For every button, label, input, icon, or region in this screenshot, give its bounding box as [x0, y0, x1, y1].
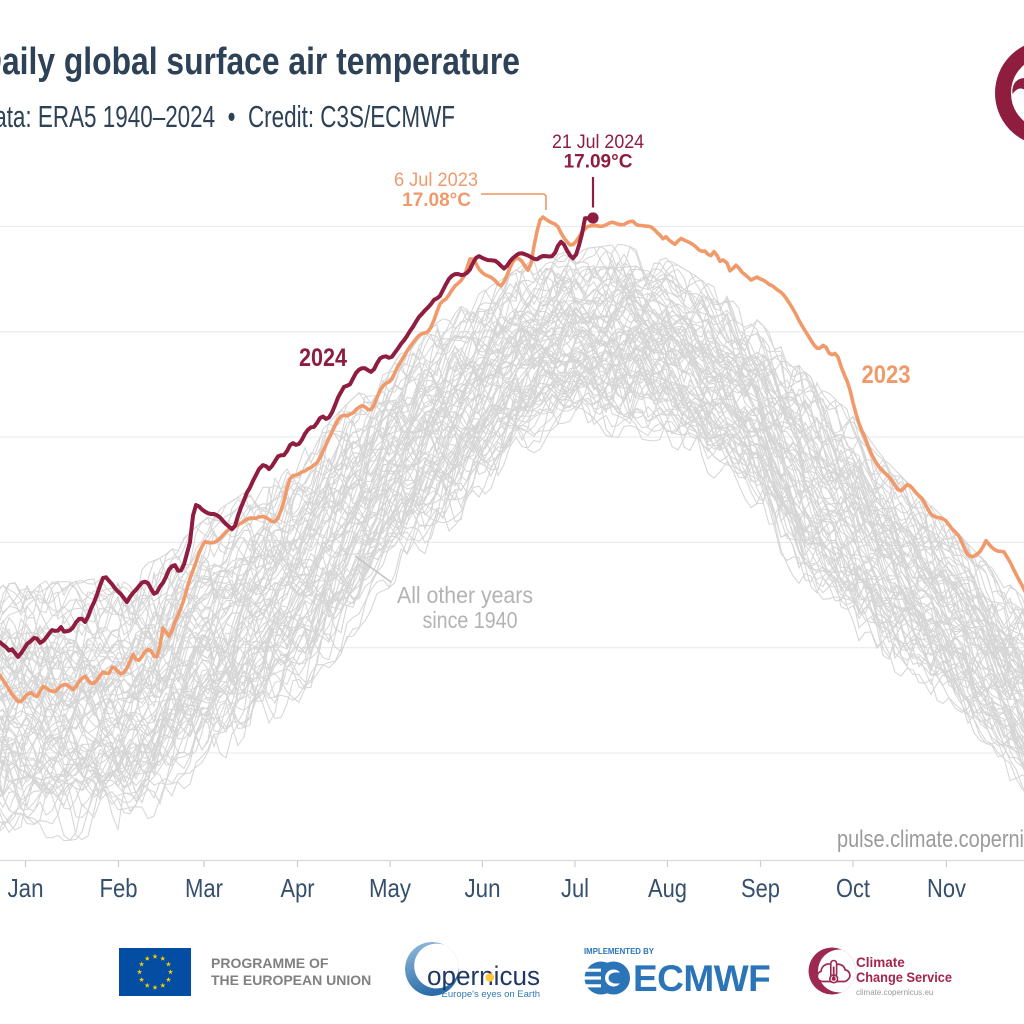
- svg-text:Jun: Jun: [465, 873, 501, 903]
- svg-text:IMPLEMENTED BY: IMPLEMENTED BY: [584, 946, 654, 956]
- svg-text:6 Jul 2023: 6 Jul 2023: [394, 170, 478, 191]
- svg-text:Data: ERA5 1940–2024 • Credi: Data: ERA5 1940–2024 • Credit: C3S/ECMWF: [0, 99, 455, 134]
- svg-text:since 1940: since 1940: [423, 607, 518, 633]
- svg-text:Aug: Aug: [648, 873, 687, 903]
- svg-text:Nov: Nov: [927, 873, 966, 903]
- svg-text:Europe's eyes on Earth: Europe's eyes on Earth: [442, 989, 540, 1000]
- svg-text:Change Service: Change Service: [856, 970, 952, 985]
- svg-text:May: May: [369, 873, 411, 903]
- svg-text:All other years: All other years: [397, 582, 533, 608]
- svg-text:Sep: Sep: [741, 873, 780, 903]
- svg-text:Apr: Apr: [281, 873, 315, 903]
- svg-text:PROGRAMME OF: PROGRAMME OF: [211, 955, 329, 971]
- svg-text:opernicus: opernicus: [427, 961, 540, 991]
- svg-text:2023: 2023: [862, 361, 911, 389]
- svg-text:2024: 2024: [299, 344, 347, 372]
- svg-text:Mar: Mar: [185, 873, 223, 903]
- svg-text:21 Jul 2024: 21 Jul 2024: [552, 132, 644, 153]
- svg-text:Climate: Climate: [856, 955, 905, 970]
- svg-text:THE EUROPEAN UNION: THE EUROPEAN UNION: [211, 972, 371, 988]
- svg-text:17.09°C: 17.09°C: [564, 152, 633, 173]
- svg-text:17.08°C: 17.08°C: [402, 190, 471, 211]
- svg-text:climate.copernicus.eu: climate.copernicus.eu: [856, 988, 933, 997]
- svg-text:ECMWF: ECMWF: [633, 958, 770, 999]
- svg-text:Oct: Oct: [836, 873, 871, 903]
- svg-text:Jan: Jan: [8, 873, 44, 903]
- svg-text:pulse.climate.copernicus.eu: pulse.climate.copernicus.eu: [837, 826, 1024, 853]
- svg-text:Jul: Jul: [561, 873, 589, 903]
- svg-text:Feb: Feb: [100, 873, 138, 903]
- svg-text:Daily global surface air tempe: Daily global surface air temperature: [0, 41, 520, 83]
